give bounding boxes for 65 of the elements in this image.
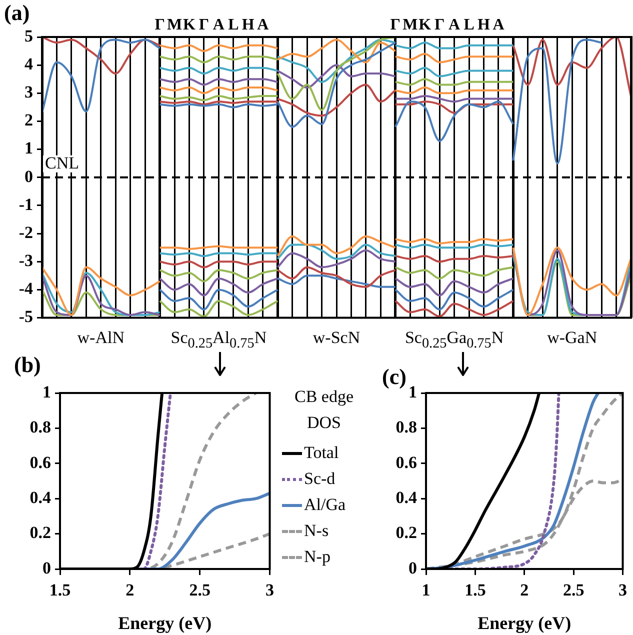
x-tick-label: 3 [266, 580, 274, 600]
text: Sc$_{0.25}$Al$_{0.75}$N [170, 328, 268, 352]
text: w-ScN [312, 328, 362, 348]
legend-label: Sc-d [304, 469, 336, 489]
y-tick-label: 1 [42, 382, 51, 402]
text: Sc$_{0.25}$Ga$_{0.75}$N [404, 328, 505, 352]
y-tick-label: 0.4 [396, 488, 418, 507]
x-tick-label: Γ [198, 16, 210, 34]
x-tick-label: A [257, 16, 270, 34]
x-tick-label: A [212, 16, 225, 34]
y-tick-label: 5 [24, 26, 33, 46]
text: w-GaN [546, 328, 598, 348]
y-tick-label: 2 [24, 110, 33, 130]
y-tick-label: 4 [24, 54, 34, 74]
x-tick-label: H [478, 16, 491, 34]
x-tick-label: 2 [126, 580, 134, 600]
x-tick-label: A [492, 16, 505, 34]
y-tick-label: 0.8 [396, 418, 417, 437]
legend-label: Total [304, 443, 339, 463]
x-tick-label: Γ [390, 16, 400, 34]
legend-label: Al/Ga [304, 495, 346, 515]
chart-title: (a) [4, 0, 30, 26]
x-tick-label: A [448, 16, 461, 34]
chart-title: (c) [382, 364, 406, 390]
y-tick-label: 0.2 [30, 523, 51, 542]
legend-title: CB edge DOS [293, 386, 355, 434]
x-axis-title: Energy (eV) [118, 612, 212, 633]
y-tick-label: -5 [18, 307, 33, 326]
annotation: CNL [45, 153, 79, 172]
chart-title: (b) [14, 352, 41, 378]
x-tick-label: 1.5 [49, 580, 71, 600]
x-tick-label: L [464, 16, 474, 34]
y-tick-label: 0.4 [30, 488, 52, 507]
y-tick-label: 0 [42, 558, 51, 578]
y-tick-label: -4 [18, 279, 34, 298]
y-tick-label: 1 [408, 382, 417, 402]
y-tick-label: -2 [18, 222, 33, 242]
x-tick-label: 2 [520, 580, 529, 600]
y-tick-label: 0.6 [30, 452, 51, 472]
x-tick-label: Γ [154, 16, 165, 34]
x-tick-label: K [418, 16, 432, 34]
x-axis-title: Energy (eV) [478, 612, 572, 633]
y-tick-label: 0.8 [30, 418, 51, 437]
legend-label: N-s [304, 521, 329, 541]
x-tick-label: K [183, 16, 196, 34]
x-tick-label: H [242, 16, 255, 34]
y-tick-label: 0 [408, 558, 417, 578]
y-tick-label: 0 [24, 166, 33, 186]
x-tick-label: 1 [422, 580, 430, 600]
y-tick-label: -3 [18, 251, 33, 270]
x-tick-label: 2.5 [562, 580, 584, 600]
y-tick-label: 3 [24, 82, 33, 102]
x-tick-label: 3 [618, 580, 627, 600]
y-tick-label: 0.6 [396, 452, 417, 472]
x-tick-label: 2.5 [189, 580, 210, 600]
x-tick-label: L [228, 16, 239, 34]
x-tick-label: 1.5 [464, 580, 486, 600]
text: w-AlN [76, 328, 126, 348]
x-tick-label: M [166, 16, 182, 34]
y-tick-label: 0.2 [396, 523, 417, 542]
x-tick-label: Γ [434, 16, 445, 34]
y-tick-label: 1 [24, 138, 33, 158]
x-tick-label: M [402, 16, 418, 34]
y-tick-label: -1 [18, 194, 33, 214]
legend-label: N-p [304, 547, 330, 567]
